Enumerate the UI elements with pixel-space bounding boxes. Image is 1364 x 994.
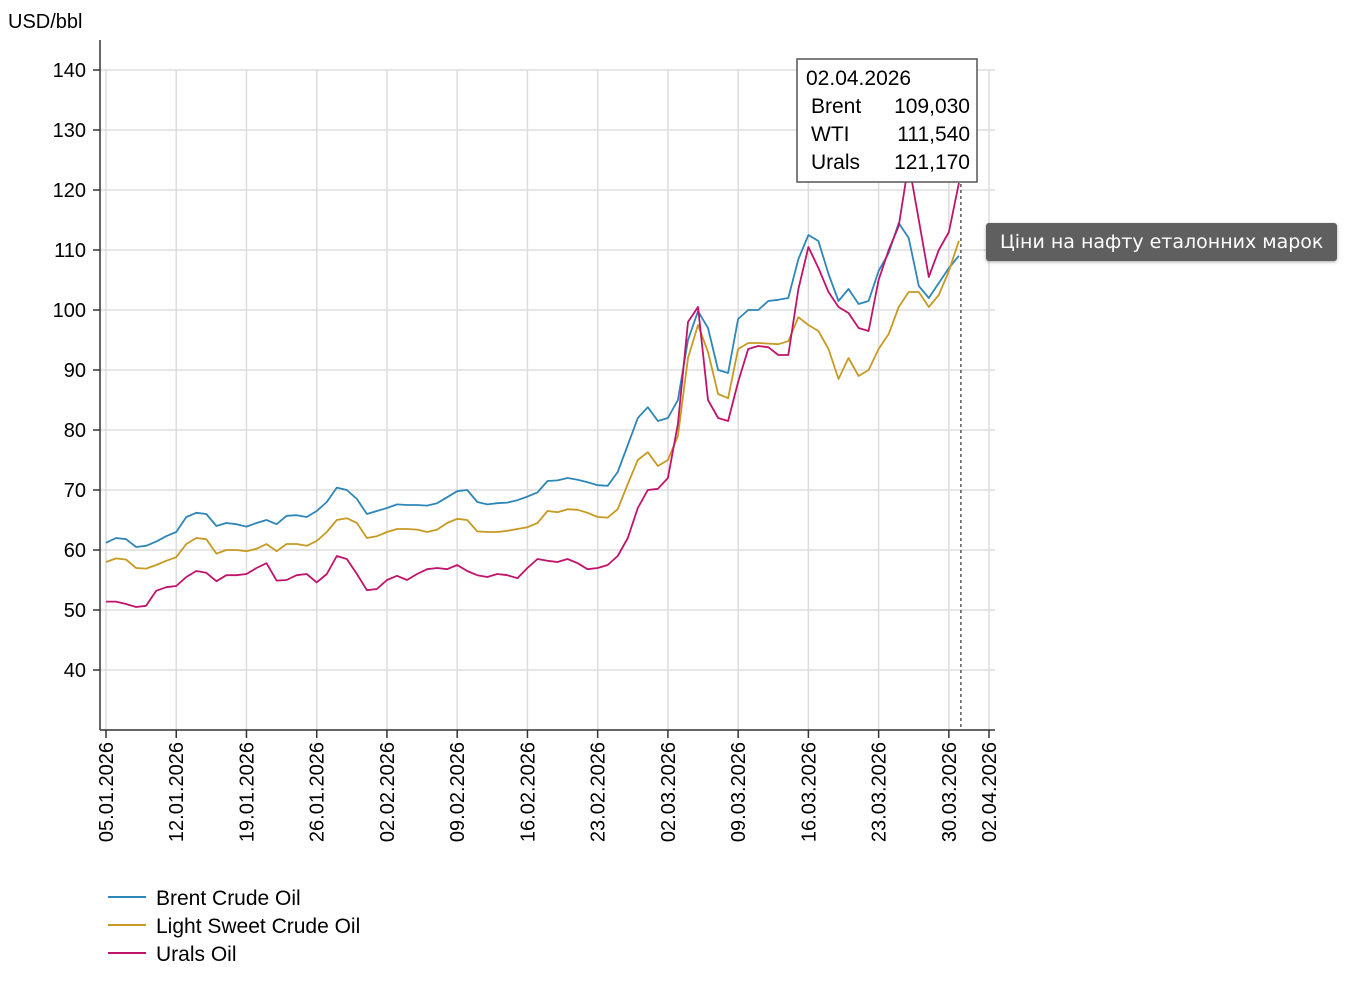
y-tick-label: 100 [53, 300, 86, 322]
series-line-brent[interactable] [105, 222, 960, 548]
x-tick-label: 05.01.2026 [96, 742, 118, 842]
x-tick-label: 09.03.2026 [728, 742, 750, 842]
series-line-urals[interactable] [106, 162, 960, 608]
x-tick-label: 30.03.2026 [939, 742, 961, 842]
y-tick-label: 140 [53, 60, 86, 82]
y-tick-label: 130 [53, 120, 86, 142]
x-tick-label: 02.03.2026 [658, 742, 680, 842]
tooltip-label-urals: Urals [811, 151, 860, 174]
tooltip-label-wti: WTI [811, 123, 849, 146]
tooltip-value-urals: 121,170 [894, 151, 970, 174]
x-tick-label: 23.03.2026 [869, 742, 891, 842]
x-tick-label: 02.04.2026 [979, 742, 1001, 842]
legend-label-wti: Light Sweet Crude Oil [156, 915, 360, 938]
x-tick-label: 09.02.2026 [447, 742, 469, 842]
legend-item-brent[interactable]: Brent Crude Oil [108, 887, 301, 910]
y-tick-label: 120 [53, 180, 86, 202]
y-tick-label: 70 [64, 480, 86, 502]
y-ticks: 40 50 60 70 80 90 100 110 120 130 140 [53, 60, 100, 682]
y-tick-label: 90 [64, 360, 86, 382]
x-tick-label: 19.01.2026 [236, 742, 258, 842]
legend-item-urals[interactable]: Urals Oil [108, 943, 237, 966]
axes [99, 40, 995, 731]
y-tick-label: 60 [64, 540, 86, 562]
series-line-wti[interactable] [105, 240, 960, 570]
tooltip-value-wti: 111,540 [897, 123, 970, 146]
x-ticks: 05.01.2026 12.01.2026 19.01.2026 26.01.2026… [96, 730, 1001, 842]
tooltip-date: 02.04.2026 [806, 67, 911, 90]
x-tick-label: 16.03.2026 [798, 742, 820, 842]
legend-item-wti[interactable]: Light Sweet Crude Oil [108, 915, 360, 938]
gridlines [100, 69, 995, 730]
series-lines[interactable] [105, 162, 960, 608]
y-axis-title: USD/bbl [8, 11, 82, 33]
tooltip-value-brent: 109,030 [894, 95, 970, 118]
legend: Brent Crude Oil Light Sweet Crude Oil Ur… [108, 887, 360, 966]
tooltip-label-brent: Brent [811, 95, 861, 118]
x-tick-label: 16.02.2026 [517, 742, 539, 842]
y-tick-label: 50 [64, 600, 86, 622]
x-tick-label: 26.01.2026 [307, 742, 329, 842]
y-tick-label: 40 [64, 660, 86, 682]
x-tick-label: 12.01.2026 [166, 742, 188, 842]
value-tooltip: 02.04.2026 Brent 109,030 WTI 111,540 Ura… [796, 58, 978, 183]
chart-title-tooltip: Ціни на нафту еталонних марок [986, 223, 1338, 261]
y-tick-label: 80 [64, 420, 86, 442]
legend-label-brent: Brent Crude Oil [156, 887, 301, 910]
legend-label-urals: Urals Oil [156, 943, 237, 966]
x-tick-label: 02.02.2026 [377, 742, 399, 842]
y-tick-label: 110 [54, 240, 86, 262]
x-tick-label: 23.02.2026 [588, 742, 610, 842]
